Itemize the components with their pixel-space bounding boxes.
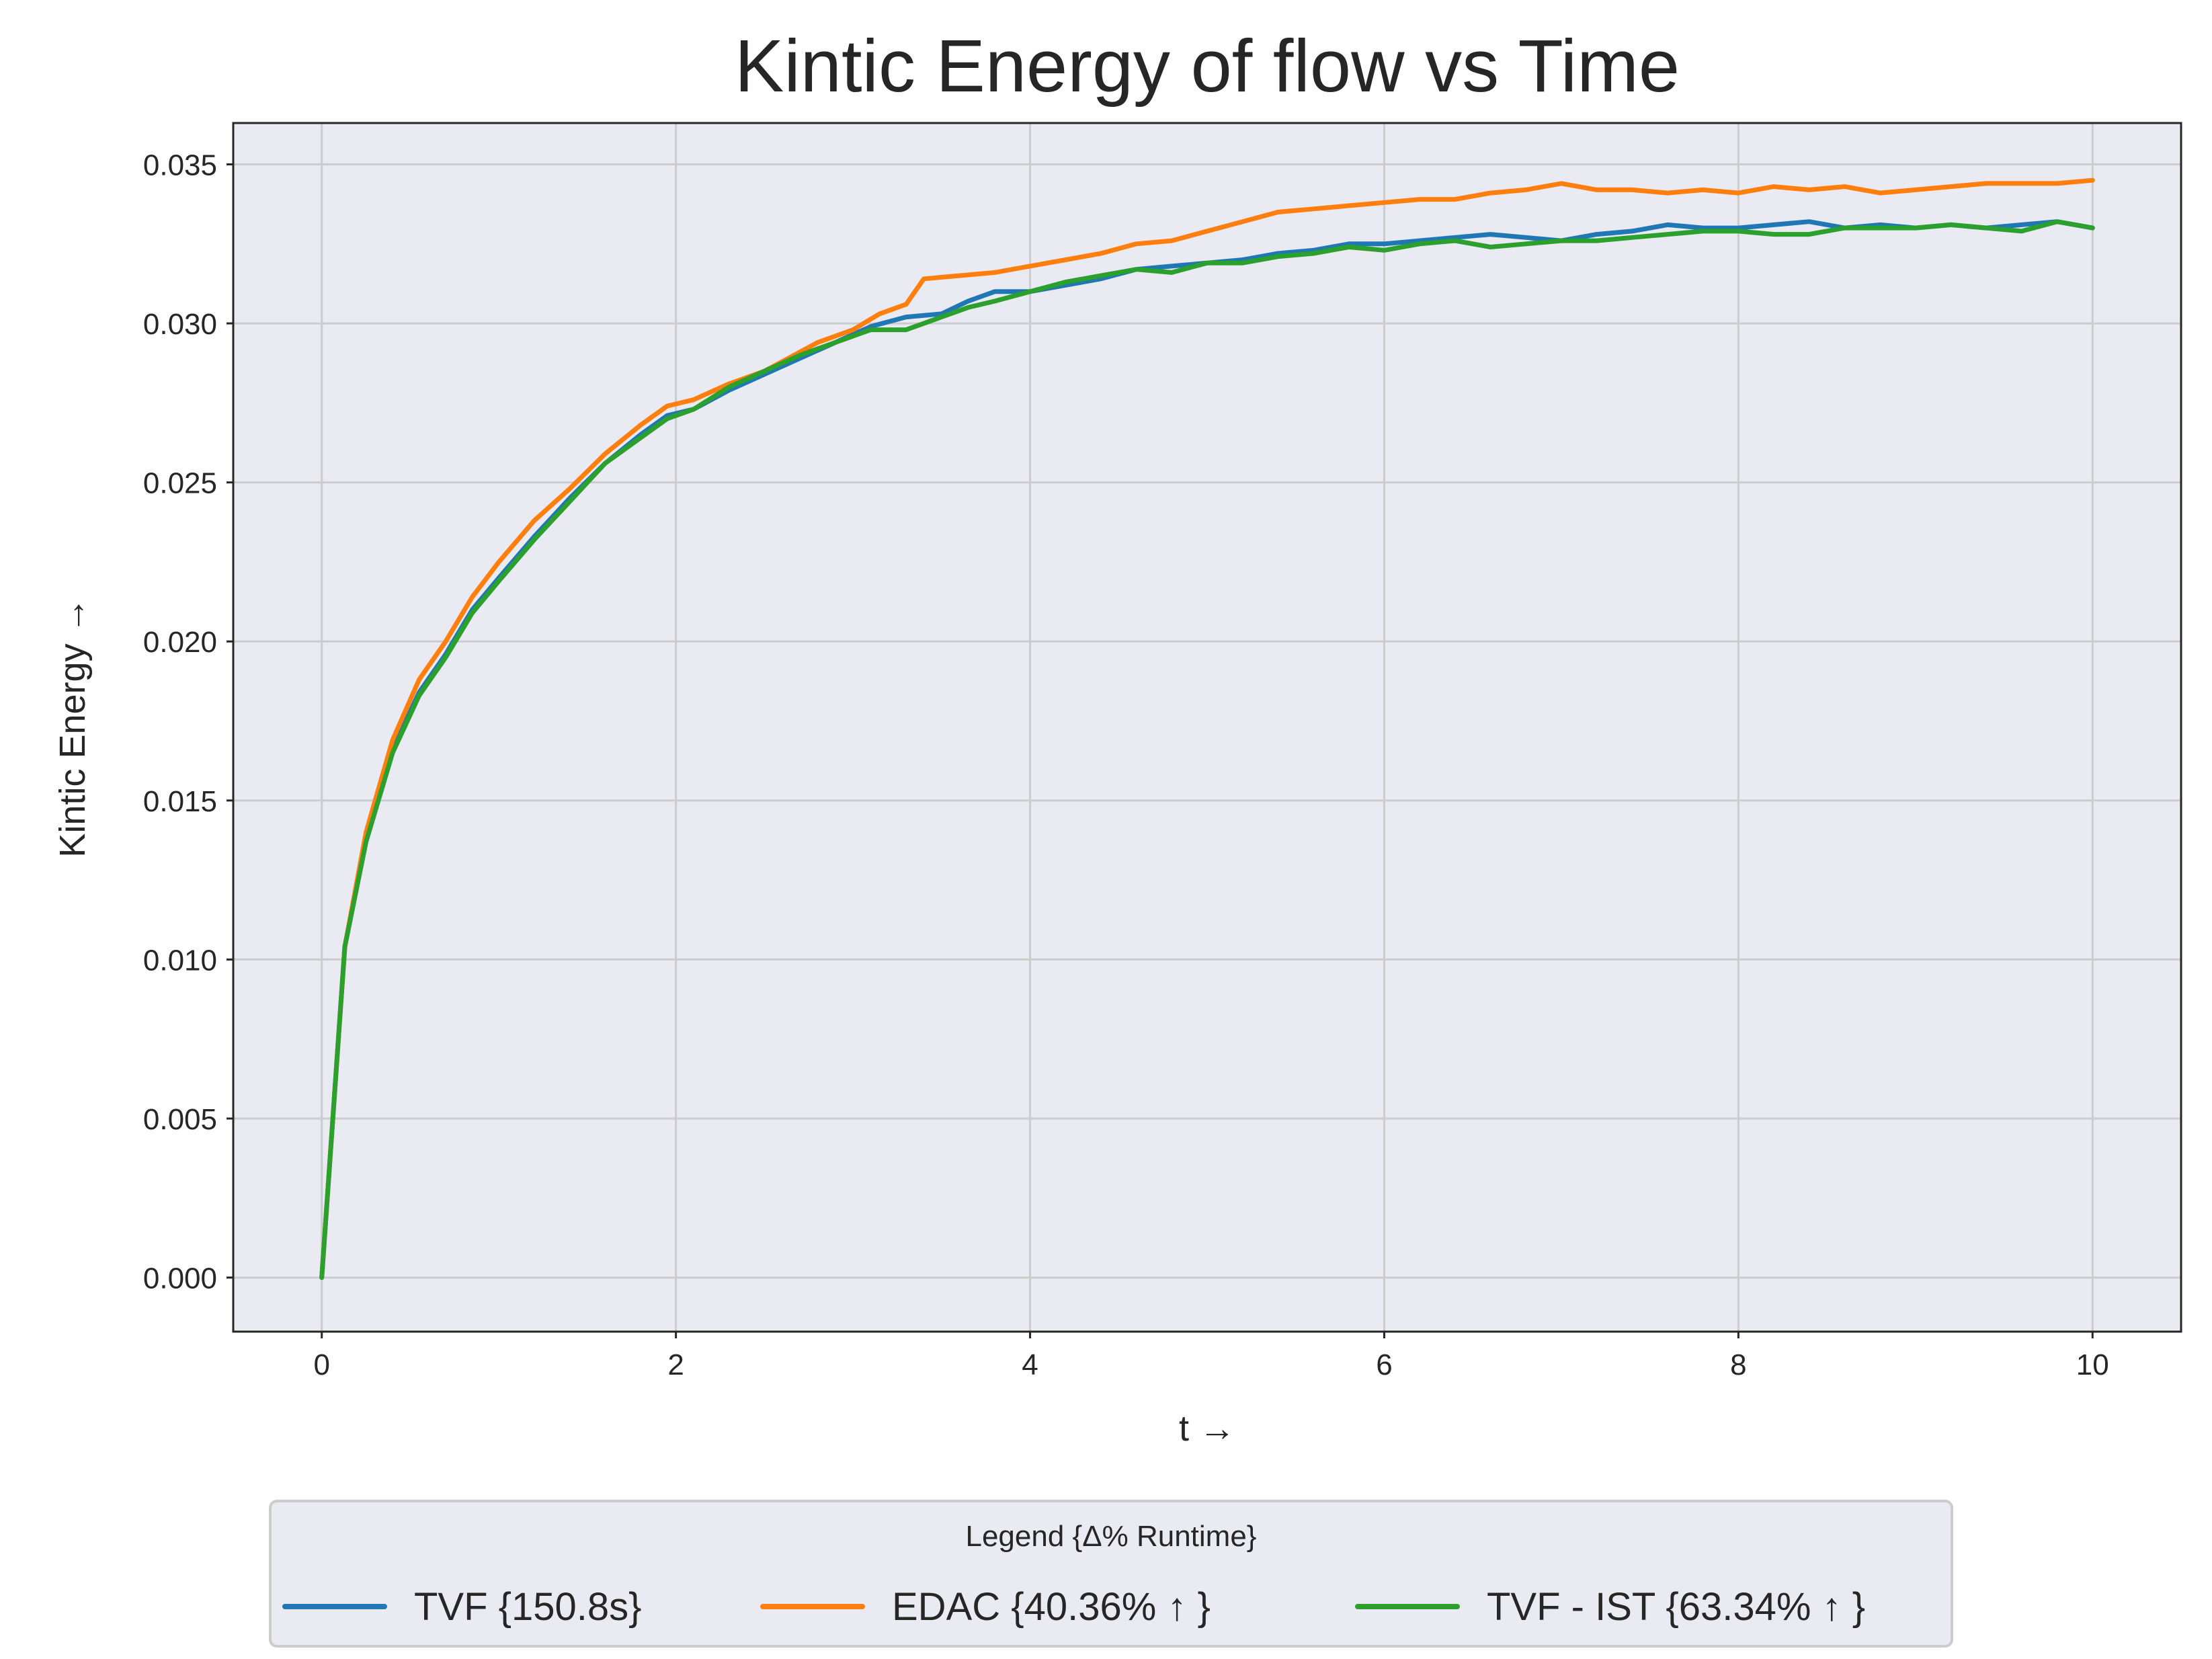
x-axis: 0 2 4 6 8 10 — [313, 1332, 2109, 1381]
y-tick-label: 0.010 — [143, 944, 217, 977]
legend: Legend {Δ% Runtime} TVF {150.8s} EDAC {40… — [269, 1500, 1953, 1648]
y-tick-label: 0.035 — [143, 149, 217, 182]
y-tick-label: 0.030 — [143, 308, 217, 341]
y-tick-label: 0.000 — [143, 1262, 217, 1295]
x-tick-label: 0 — [313, 1348, 329, 1381]
legend-items: TVF {150.8s} EDAC {40.36% ↑ } TVF - IST {6… — [282, 1585, 1865, 1629]
series-line-3 — [319, 219, 2095, 1281]
x-tick-label: 10 — [2076, 1348, 2109, 1381]
plot-area — [233, 123, 2181, 1332]
y-axis-label: Kintic Energy → — [52, 597, 93, 857]
x-axis-label: t → — [1179, 1408, 1235, 1449]
legend-label-1: TVF {150.8s} — [414, 1585, 642, 1629]
y-tick-label: 0.020 — [143, 626, 217, 659]
x-tick-label: 4 — [1022, 1348, 1038, 1381]
legend-label-3: TVF - IST {63.34% ↑ } — [1487, 1585, 1865, 1629]
series-line-2 — [319, 177, 2095, 1281]
series-layer — [319, 177, 2095, 1281]
y-tick-label: 0.025 — [143, 467, 217, 500]
chart-title: Kintic Energy of flow vs Time — [735, 25, 1680, 108]
grid-lines — [233, 123, 2181, 1332]
legend-label-2: EDAC {40.36% ↑ } — [892, 1585, 1211, 1629]
x-tick-label: 6 — [1376, 1348, 1392, 1381]
y-tick-label: 0.005 — [143, 1103, 217, 1136]
x-tick-label: 8 — [1730, 1348, 1746, 1381]
x-tick-label: 2 — [667, 1348, 684, 1381]
plot-frame — [232, 122, 2182, 1333]
y-axis: 0.000 0.005 0.010 0.015 0.020 0.025 0.030 0.035 — [143, 149, 233, 1295]
legend-title: Legend {Δ% Runtime} — [965, 1520, 1256, 1553]
legend-box — [269, 1500, 1953, 1648]
y-tick-label: 0.015 — [143, 785, 217, 818]
